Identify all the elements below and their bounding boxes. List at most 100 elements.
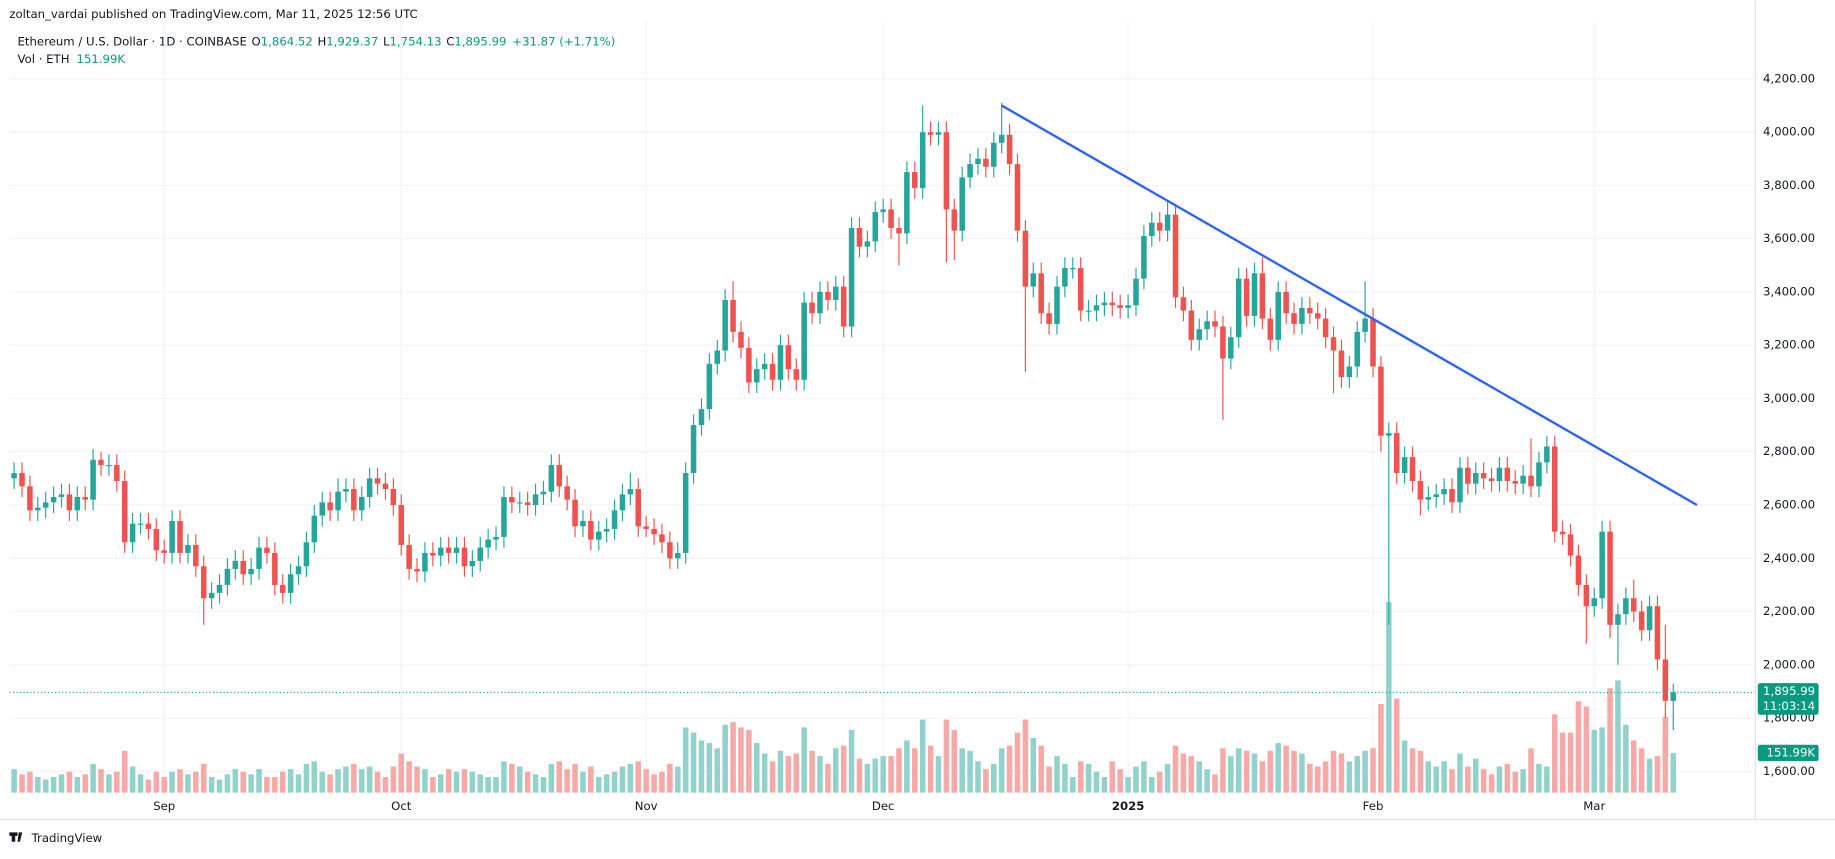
last-volume-box xyxy=(1757,744,1819,762)
volume-bar xyxy=(327,774,333,793)
volume-bar xyxy=(619,766,626,793)
volume-bar xyxy=(42,779,49,793)
candle-body xyxy=(1465,467,1471,484)
candle-body xyxy=(888,209,894,229)
candle-body xyxy=(1425,497,1432,500)
candle-body xyxy=(564,486,570,500)
c-value: 1,895.99 xyxy=(454,34,506,48)
candle-body xyxy=(232,560,239,569)
volume-bar xyxy=(1528,748,1534,793)
volume-bar xyxy=(66,771,73,793)
h-value: 1,929.37 xyxy=(326,34,378,48)
volume-bar xyxy=(1220,748,1226,793)
candle-body xyxy=(50,497,57,503)
volume-bar xyxy=(398,753,405,793)
volume-bar xyxy=(1156,771,1163,793)
volume-bar xyxy=(343,766,349,793)
candle-body xyxy=(1212,321,1218,327)
volume-bar xyxy=(11,769,17,793)
x-tick-label: 2025 xyxy=(1112,799,1145,813)
candle-body xyxy=(335,491,341,511)
candle-body xyxy=(540,491,547,495)
last-price-label: 1,895.99 xyxy=(1763,684,1815,698)
volume-bar xyxy=(82,774,88,793)
volume-bar xyxy=(793,753,800,793)
candle-body xyxy=(516,502,523,504)
candle-body xyxy=(1259,273,1266,319)
candle-body xyxy=(1362,318,1368,332)
volume-bar xyxy=(390,766,397,793)
candle-body xyxy=(82,497,88,500)
countdown: 11:03:14 xyxy=(1763,699,1816,713)
candle-body xyxy=(1283,291,1289,314)
volume-bar xyxy=(1559,732,1566,793)
volume-bar xyxy=(833,748,839,793)
candle-body xyxy=(1488,478,1495,482)
volume-bar xyxy=(564,769,570,793)
volume-bar xyxy=(1599,727,1605,793)
volume-bar xyxy=(295,774,302,793)
candle-body xyxy=(1070,267,1076,270)
candle-body xyxy=(1006,134,1013,165)
y-tick-label: 3,200.00 xyxy=(1763,338,1815,352)
last-volume-label: 151.99K xyxy=(1767,745,1816,759)
volume-bar xyxy=(1551,714,1558,793)
candle-body xyxy=(1607,531,1613,625)
candle-body xyxy=(1409,457,1416,482)
candle-body xyxy=(35,507,41,511)
candle-body xyxy=(991,142,997,167)
candle-body xyxy=(193,544,199,567)
candle-body xyxy=(461,547,468,567)
volume-bar xyxy=(1149,776,1155,793)
volume-bar xyxy=(248,774,254,793)
candle-body xyxy=(524,502,531,505)
volume-bar xyxy=(366,766,373,793)
volume-bar xyxy=(1030,737,1037,793)
volume-bar xyxy=(1638,748,1645,793)
candle-body xyxy=(817,291,823,314)
volume-bar xyxy=(485,776,491,793)
candle-body xyxy=(769,363,776,380)
volume-bar xyxy=(1583,706,1590,793)
volume-bar xyxy=(256,769,262,793)
candle-body xyxy=(1133,278,1139,306)
volume-bar xyxy=(904,740,910,793)
brand-name: TradingView xyxy=(31,831,103,845)
candle-body xyxy=(1630,598,1637,612)
candle-body xyxy=(374,478,381,484)
candle-body xyxy=(1085,310,1092,312)
volume-bar xyxy=(1299,753,1305,793)
candle-body xyxy=(1204,321,1210,330)
candle-body xyxy=(137,523,144,525)
x-tick-label: Dec xyxy=(872,799,895,813)
candle-body xyxy=(414,568,420,572)
candle-body xyxy=(588,520,594,540)
volume-bar xyxy=(682,727,689,793)
candle-body xyxy=(603,528,610,532)
candle-body xyxy=(74,497,81,511)
candle-body xyxy=(1670,692,1677,701)
y-tick-label: 3,000.00 xyxy=(1763,391,1815,405)
volume-bar xyxy=(1575,701,1582,793)
trendline xyxy=(1001,104,1698,507)
volume-bar xyxy=(461,769,468,793)
candle-body xyxy=(121,481,128,543)
candle-body xyxy=(1575,555,1582,585)
candle-body xyxy=(998,134,1005,143)
candle-body xyxy=(398,504,405,545)
candle-body xyxy=(1480,473,1487,479)
candle-body xyxy=(880,209,886,213)
candle-body xyxy=(738,331,744,348)
candle-body xyxy=(1228,337,1234,359)
candle-body xyxy=(1299,307,1305,324)
candle-body xyxy=(19,473,25,487)
candle-body xyxy=(967,164,973,178)
candle-body xyxy=(1062,267,1068,287)
candle-body xyxy=(200,566,207,599)
volume-bar xyxy=(1386,602,1392,793)
candle-body xyxy=(1220,326,1226,359)
candle-body xyxy=(327,502,333,511)
symbol-legend: Ethereum / U.S. Dollar · 1D · COINBASE O1… xyxy=(18,34,616,48)
volume-bar xyxy=(1259,761,1266,793)
